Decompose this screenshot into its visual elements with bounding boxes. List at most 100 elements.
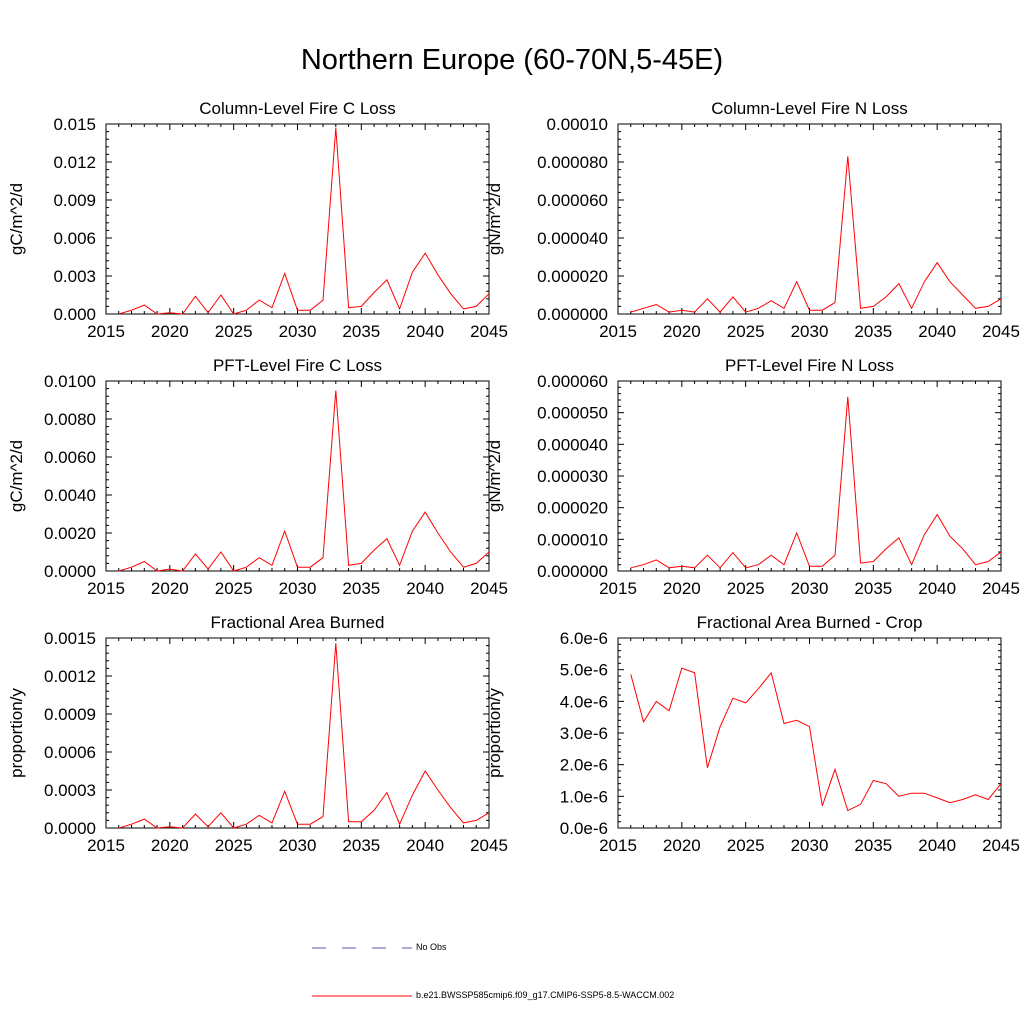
y-tick-label: 0.0100	[44, 372, 96, 391]
x-tick-label: 2030	[791, 836, 829, 855]
y-tick-label: 0.015	[53, 115, 96, 134]
y-tick-label: 0.000050	[537, 404, 608, 423]
panel-title: Column-Level Fire C Loss	[199, 99, 396, 118]
y-axis-label: gC/m^2/d	[7, 440, 26, 512]
y-tick-label: 0.000	[53, 305, 96, 324]
y-tick-label: 0.0e-6	[560, 819, 608, 838]
plot-frame	[617, 123, 1002, 315]
y-tick-label: 0.006	[53, 229, 96, 248]
y-tick-label: 0.000010	[537, 530, 608, 549]
plot-frame	[105, 637, 490, 829]
y-tick-label: 0.000060	[537, 372, 608, 391]
y-tick-label: 0.0012	[44, 667, 96, 686]
y-tick-label: 0.0040	[44, 486, 96, 505]
y-tick-label: 0.003	[53, 267, 96, 286]
panel-1: 2015 2020 2025 2030 2035 2040 2045 0.000 0.003 0.…	[7, 99, 508, 341]
x-tick-label: 2015	[599, 836, 637, 855]
x-tick-label: 2025	[727, 579, 765, 598]
y-tick-label: 0.000000	[537, 562, 608, 581]
panel-2: 2015 2020 2025 2030 2035 2040 2045 0.000000 0.00…	[485, 99, 1020, 341]
x-tick-label: 2020	[663, 322, 701, 341]
x-tick-label: 2035	[342, 579, 380, 598]
y-tick-label: 0.012	[53, 153, 96, 172]
panel-4: 2015 2020 2025 2030 2035 2040 2045 0.000000 0.00…	[485, 356, 1020, 598]
x-tick-label: 2045	[982, 579, 1020, 598]
plot-frame	[105, 123, 490, 315]
x-tick-label: 2025	[727, 836, 765, 855]
series-line	[118, 390, 490, 572]
panel-title: Column-Level Fire N Loss	[711, 99, 908, 118]
x-tick-label: 2020	[151, 579, 189, 598]
x-tick-label: 2020	[663, 836, 701, 855]
panel-title: PFT-Level Fire N Loss	[725, 356, 894, 375]
panel-6: 2015 2020 2025 2030 2035 2040 2045 0.0e-6 1.0e-6…	[485, 613, 1020, 855]
y-tick-label: 3.0e-6	[560, 724, 608, 743]
y-tick-label: 0.0020	[44, 524, 96, 543]
series-line	[118, 643, 490, 829]
x-tick-label: 2045	[982, 836, 1020, 855]
y-tick-label: 6.0e-6	[560, 629, 608, 648]
y-tick-label: 0.000060	[537, 191, 608, 210]
x-tick-label: 2015	[87, 579, 125, 598]
x-tick-label: 2035	[342, 322, 380, 341]
x-tick-label: 2035	[342, 836, 380, 855]
panel-title: Fractional Area Burned - Crop	[697, 613, 923, 632]
plot-frame	[617, 380, 1002, 572]
x-tick-label: 2025	[215, 322, 253, 341]
y-tick-label: 0.000030	[537, 467, 608, 486]
y-tick-label: 0.000020	[537, 499, 608, 518]
x-tick-label: 2030	[791, 322, 829, 341]
y-tick-label: 0.0080	[44, 410, 96, 429]
y-tick-label: 5.0e-6	[560, 661, 608, 680]
x-tick-label: 2030	[279, 579, 317, 598]
y-tick-label: 4.0e-6	[560, 692, 608, 711]
series-line	[630, 667, 1002, 812]
x-tick-label: 2045	[470, 836, 508, 855]
x-tick-label: 2035	[854, 579, 892, 598]
y-tick-label: 0.000040	[537, 229, 608, 248]
x-tick-label: 2040	[918, 836, 956, 855]
y-axis-label: gC/m^2/d	[7, 183, 26, 255]
x-tick-label: 2045	[470, 322, 508, 341]
y-tick-label: 0.000000	[537, 305, 608, 324]
x-tick-label: 2035	[854, 322, 892, 341]
x-tick-label: 2030	[791, 579, 829, 598]
figure-title: Northern Europe (60-70N,5-45E)	[300, 44, 724, 76]
x-tick-label: 2015	[87, 836, 125, 855]
x-tick-label: 2040	[406, 579, 444, 598]
y-tick-label: 0.009	[53, 191, 96, 210]
y-tick-label: 0.000040	[537, 435, 608, 454]
x-tick-label: 2020	[151, 322, 189, 341]
y-tick-label: 0.0000	[44, 562, 96, 581]
x-tick-label: 2040	[406, 836, 444, 855]
series-line	[630, 396, 1002, 569]
x-tick-label: 2040	[918, 579, 956, 598]
panel-title: Fractional Area Burned	[211, 613, 385, 632]
x-tick-label: 2035	[854, 836, 892, 855]
plot-frame	[617, 637, 1002, 829]
x-tick-label: 2020	[151, 836, 189, 855]
y-tick-label: 0.000020	[537, 267, 608, 286]
y-tick-label: 0.0006	[44, 743, 96, 762]
panel-5: 2015 2020 2025 2030 2035 2040 2045 0.0000 0.0003…	[7, 613, 508, 855]
x-tick-label: 2015	[599, 322, 637, 341]
y-axis-label: proportion/y	[7, 688, 26, 778]
x-tick-label: 2025	[727, 322, 765, 341]
series-line	[118, 127, 490, 315]
x-tick-label: 2045	[470, 579, 508, 598]
y-tick-label: 1.0e-6	[560, 787, 608, 806]
x-tick-label: 2030	[279, 836, 317, 855]
y-tick-label: 0.0003	[44, 781, 96, 800]
x-tick-label: 2030	[279, 322, 317, 341]
y-tick-label: 0.0060	[44, 448, 96, 467]
y-tick-label: 0.0000	[44, 819, 96, 838]
y-tick-label: 0.0015	[44, 629, 96, 648]
panel-title: PFT-Level Fire C Loss	[213, 356, 382, 375]
y-axis-label: gN/m^2/d	[485, 440, 504, 512]
x-tick-label: 2015	[87, 322, 125, 341]
x-tick-label: 2020	[663, 579, 701, 598]
y-tick-label: 0.00010	[547, 115, 608, 134]
y-axis-label: proportion/y	[485, 688, 504, 778]
x-tick-label: 2025	[215, 579, 253, 598]
